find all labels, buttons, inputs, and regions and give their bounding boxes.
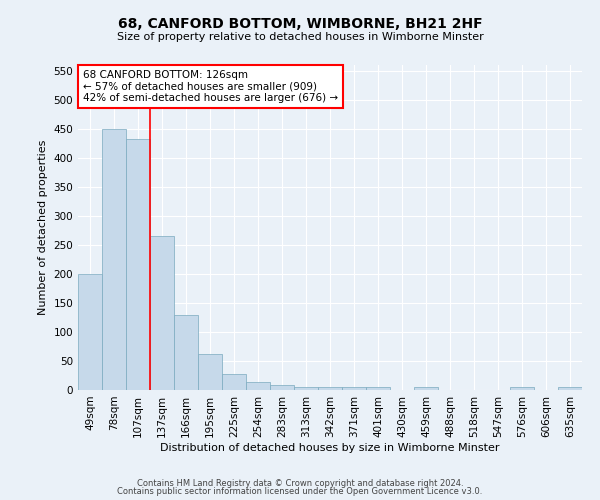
Bar [318, 387, 342, 390]
Bar [414, 387, 438, 390]
Bar [102, 129, 126, 390]
Bar [222, 374, 246, 390]
Bar [174, 314, 198, 390]
Bar [270, 386, 294, 390]
Bar [366, 387, 390, 390]
Bar [510, 387, 534, 390]
X-axis label: Distribution of detached houses by size in Wimborne Minster: Distribution of detached houses by size … [160, 442, 500, 452]
Bar [246, 382, 270, 390]
Bar [294, 387, 318, 390]
Text: 68 CANFORD BOTTOM: 126sqm
← 57% of detached houses are smaller (909)
42% of semi: 68 CANFORD BOTTOM: 126sqm ← 57% of detac… [83, 70, 338, 103]
Text: Contains public sector information licensed under the Open Government Licence v3: Contains public sector information licen… [118, 487, 482, 496]
Bar [126, 138, 150, 390]
Bar [558, 387, 582, 390]
Bar [78, 274, 102, 390]
Bar [150, 236, 174, 390]
Text: Contains HM Land Registry data © Crown copyright and database right 2024.: Contains HM Land Registry data © Crown c… [137, 478, 463, 488]
Bar [198, 354, 222, 390]
Y-axis label: Number of detached properties: Number of detached properties [38, 140, 48, 315]
Text: Size of property relative to detached houses in Wimborne Minster: Size of property relative to detached ho… [116, 32, 484, 42]
Bar [342, 387, 366, 390]
Text: 68, CANFORD BOTTOM, WIMBORNE, BH21 2HF: 68, CANFORD BOTTOM, WIMBORNE, BH21 2HF [118, 18, 482, 32]
